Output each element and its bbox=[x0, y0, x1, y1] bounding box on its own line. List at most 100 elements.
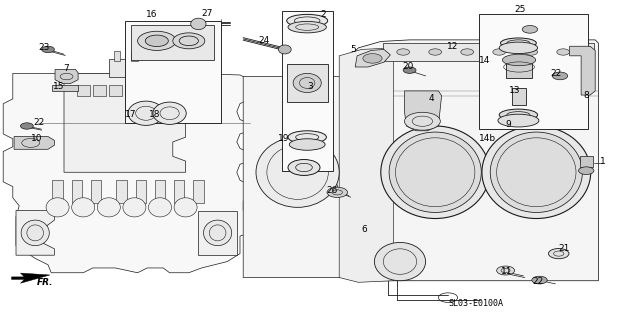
Bar bbox=[479, 14, 588, 129]
Text: 23: 23 bbox=[38, 43, 50, 52]
Text: 17: 17 bbox=[125, 110, 136, 119]
Bar bbox=[72, 180, 82, 203]
Bar bbox=[580, 156, 593, 167]
Ellipse shape bbox=[482, 126, 591, 219]
Polygon shape bbox=[570, 46, 595, 95]
Text: 19: 19 bbox=[278, 134, 290, 143]
Text: 2: 2 bbox=[320, 10, 326, 19]
Circle shape bbox=[363, 54, 382, 63]
Bar bbox=[193, 180, 204, 203]
Bar bbox=[52, 180, 63, 203]
Text: 7: 7 bbox=[63, 64, 68, 73]
Polygon shape bbox=[355, 49, 390, 67]
Text: 16: 16 bbox=[146, 10, 157, 19]
Text: FR.: FR. bbox=[37, 278, 54, 287]
Circle shape bbox=[20, 123, 33, 129]
Text: 15: 15 bbox=[53, 82, 65, 91]
Bar bbox=[512, 88, 526, 105]
Bar bbox=[125, 21, 221, 123]
Bar bbox=[141, 85, 154, 96]
Text: 14b: 14b bbox=[479, 134, 496, 143]
Ellipse shape bbox=[148, 198, 172, 217]
Ellipse shape bbox=[389, 132, 481, 212]
Circle shape bbox=[404, 112, 440, 130]
Circle shape bbox=[548, 249, 569, 259]
Text: 9: 9 bbox=[506, 120, 511, 129]
Text: 10: 10 bbox=[31, 134, 42, 143]
Bar bbox=[282, 11, 333, 171]
Polygon shape bbox=[243, 77, 381, 278]
Text: 22: 22 bbox=[550, 69, 562, 78]
Circle shape bbox=[497, 266, 515, 275]
Polygon shape bbox=[12, 273, 50, 283]
Text: 5: 5 bbox=[351, 45, 356, 54]
Ellipse shape bbox=[46, 198, 69, 217]
Circle shape bbox=[173, 33, 205, 49]
Polygon shape bbox=[198, 211, 237, 255]
Text: SL03-E0100A: SL03-E0100A bbox=[448, 299, 503, 308]
Ellipse shape bbox=[128, 101, 164, 125]
Text: 26: 26 bbox=[326, 186, 338, 195]
Circle shape bbox=[327, 187, 348, 197]
Circle shape bbox=[525, 49, 538, 55]
Circle shape bbox=[403, 67, 416, 73]
Bar bbox=[131, 51, 138, 61]
Polygon shape bbox=[336, 40, 598, 281]
Bar bbox=[383, 43, 594, 61]
Circle shape bbox=[552, 72, 568, 80]
Text: 3: 3 bbox=[307, 82, 313, 91]
Circle shape bbox=[532, 276, 547, 284]
Bar bbox=[109, 59, 147, 77]
Circle shape bbox=[461, 49, 474, 55]
Circle shape bbox=[42, 46, 54, 53]
Text: 18: 18 bbox=[148, 110, 160, 119]
Ellipse shape bbox=[204, 220, 232, 246]
Polygon shape bbox=[339, 48, 394, 282]
Ellipse shape bbox=[499, 42, 538, 54]
Bar bbox=[77, 85, 90, 96]
Circle shape bbox=[579, 167, 594, 174]
Ellipse shape bbox=[123, 198, 146, 217]
Ellipse shape bbox=[97, 198, 120, 217]
Bar bbox=[109, 85, 122, 96]
Polygon shape bbox=[55, 70, 78, 84]
Text: 14: 14 bbox=[479, 56, 490, 65]
Text: 24: 24 bbox=[258, 36, 269, 45]
Text: 22: 22 bbox=[532, 277, 544, 286]
Bar bbox=[174, 180, 184, 203]
Polygon shape bbox=[52, 85, 78, 91]
Ellipse shape bbox=[293, 73, 321, 93]
Ellipse shape bbox=[288, 21, 326, 33]
Ellipse shape bbox=[72, 198, 95, 217]
Text: 4: 4 bbox=[429, 94, 435, 103]
Ellipse shape bbox=[289, 139, 325, 150]
Bar bbox=[131, 25, 214, 60]
Circle shape bbox=[557, 49, 570, 55]
Polygon shape bbox=[14, 137, 54, 149]
Ellipse shape bbox=[153, 102, 186, 124]
Bar bbox=[136, 180, 146, 203]
Bar bbox=[116, 180, 127, 203]
Text: 20: 20 bbox=[402, 62, 413, 71]
Bar bbox=[157, 85, 170, 96]
Circle shape bbox=[138, 31, 176, 50]
Bar bbox=[91, 180, 101, 203]
Ellipse shape bbox=[499, 109, 538, 121]
Text: 1: 1 bbox=[600, 157, 606, 166]
Bar bbox=[287, 64, 328, 102]
Ellipse shape bbox=[381, 126, 490, 219]
Bar bbox=[125, 85, 138, 96]
Bar bbox=[506, 56, 532, 78]
Circle shape bbox=[397, 49, 410, 55]
Text: 8: 8 bbox=[584, 91, 589, 100]
Polygon shape bbox=[64, 73, 186, 172]
Ellipse shape bbox=[256, 137, 339, 207]
Circle shape bbox=[493, 49, 506, 55]
Text: 25: 25 bbox=[514, 5, 525, 14]
Circle shape bbox=[145, 35, 168, 47]
Polygon shape bbox=[404, 91, 442, 131]
Text: 27: 27 bbox=[202, 9, 213, 18]
Text: 11: 11 bbox=[500, 267, 512, 276]
Ellipse shape bbox=[278, 45, 291, 54]
Ellipse shape bbox=[174, 198, 197, 217]
